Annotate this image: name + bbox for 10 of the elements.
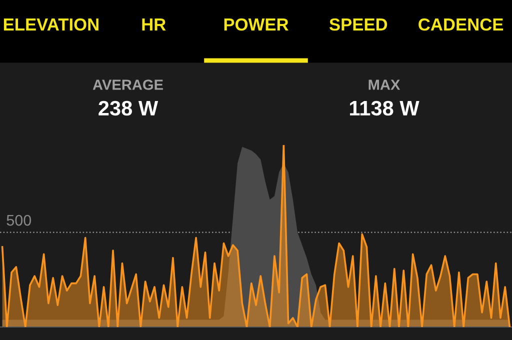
text: AVERAGE xyxy=(92,80,163,90)
text: POWER xyxy=(224,18,288,31)
text: MAX xyxy=(368,80,400,90)
annotation: 500 xyxy=(6,214,32,226)
text: CADENCE xyxy=(418,18,504,31)
text: SPEED xyxy=(329,18,388,31)
text: 1138 W xyxy=(350,100,420,116)
text: 238 W xyxy=(98,100,158,116)
text: HR xyxy=(142,18,166,30)
text: ELEVATION xyxy=(4,18,98,31)
